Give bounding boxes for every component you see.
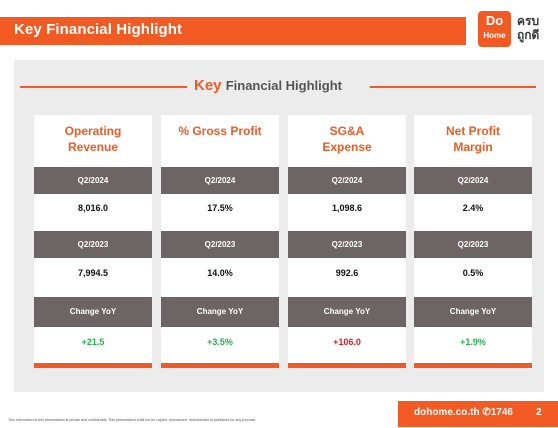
- logo-text-do: Do: [485, 13, 504, 28]
- card-underline: [288, 363, 406, 368]
- heading-rule-right: [370, 86, 536, 88]
- current-period-label: Q2/2024: [161, 167, 279, 194]
- change-yoy-label: Change YoY: [161, 297, 279, 327]
- footer-website: dohome.co.th ✆1746: [414, 407, 513, 418]
- card-title: SG&A Expense: [322, 124, 372, 154]
- current-period-label: Q2/2024: [34, 167, 152, 194]
- card-title: % Gross Profit: [178, 124, 262, 138]
- current-period-label: Q2/2024: [414, 167, 532, 194]
- change-yoy-label: Change YoY: [414, 297, 532, 327]
- dohome-logo: Do Home: [478, 11, 511, 47]
- card-operating-revenue: Operating Revenue Q2/2024 8,016.0 Q2/202…: [34, 115, 152, 368]
- page-title: Key Financial Highlight: [14, 21, 183, 38]
- title-banner: [0, 17, 466, 45]
- logo-slogan: ครบ ถูกดี: [517, 14, 557, 42]
- current-period-value: 2.4%: [462, 203, 484, 213]
- section-heading-key: Key: [194, 77, 222, 94]
- card-title: Operating Revenue: [64, 124, 122, 154]
- card-underline: [414, 363, 532, 368]
- current-period-value: 17.5%: [207, 203, 233, 213]
- section-heading: Key Financial Highlight: [194, 77, 342, 94]
- footer-banner: [398, 401, 558, 427]
- prior-period-label: Q2/2023: [288, 231, 406, 258]
- section-heading-rest: Financial Highlight: [225, 78, 342, 93]
- card-sga-expense: SG&A Expense Q2/2024 1,098.6 Q2/2023 992…: [288, 115, 406, 368]
- logo-text-home: Home: [483, 31, 506, 40]
- logo-slogan-line-2: ถูกดี: [517, 28, 540, 42]
- change-yoy-value: +1.9%: [460, 337, 486, 347]
- card-title: Net Profit Margin: [446, 124, 500, 154]
- current-period-label: Q2/2024: [288, 167, 406, 194]
- prior-period-label: Q2/2023: [414, 231, 532, 258]
- prior-period-value: 14.0%: [207, 268, 233, 278]
- card-underline: [161, 363, 279, 368]
- prior-period-label: Q2/2023: [34, 231, 152, 258]
- change-yoy-value: +3.5%: [207, 337, 233, 347]
- change-yoy-label: Change YoY: [34, 297, 152, 327]
- prior-period-value: 0.5%: [462, 268, 484, 278]
- card-underline: [34, 363, 152, 368]
- card-gross-profit: % Gross Profit Q2/2024 17.5% Q2/2023 14.…: [161, 115, 279, 368]
- card-net-profit-margin: Net Profit Margin Q2/2024 2.4% Q2/2023 0…: [414, 115, 532, 368]
- prior-period-value: 7,994.5: [77, 268, 109, 278]
- logo-slogan-line-1: ครบ: [517, 14, 540, 28]
- prior-period-label: Q2/2023: [161, 231, 279, 258]
- current-period-value: 8,016.0: [77, 203, 109, 213]
- confidentiality-disclaimer: This information in this presentation is…: [8, 418, 257, 422]
- change-yoy-value: +106.0: [333, 337, 361, 347]
- change-yoy-value: +21.5: [81, 337, 105, 347]
- current-period-value: 1,098.6: [331, 203, 363, 213]
- prior-period-value: 992.6: [335, 268, 359, 278]
- heading-rule-left: [20, 86, 187, 88]
- page-number: 2: [536, 407, 542, 418]
- change-yoy-label: Change YoY: [288, 297, 406, 327]
